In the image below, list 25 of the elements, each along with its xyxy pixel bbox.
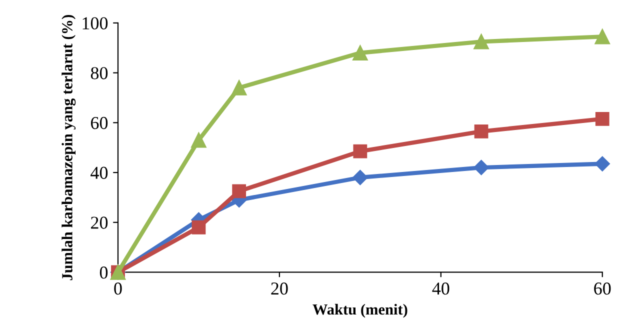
y-tick-label: 20 [91,216,108,229]
x-tick-label: 60 [594,282,611,295]
point [192,220,206,234]
point [474,124,488,138]
y-tick-label: 40 [90,166,108,179]
point [594,156,610,172]
point [594,29,610,44]
y-tick-label: 60 [90,116,108,130]
x-tick-label: 0 [114,282,122,295]
point [191,132,206,148]
x-tick-label: 20 [271,282,288,295]
point [352,45,368,61]
x-axis-title: Waktu (menit) [312,304,408,318]
point [352,170,368,186]
point [232,184,246,198]
point [595,112,610,126]
point [474,34,489,50]
y-tick-label: 100 [82,17,108,30]
x-tick-label: 40 [432,282,450,295]
point [474,160,489,176]
y-tick-label: 0 [100,266,108,279]
y-axis-title: Jumlah karbamazepin yang terlarut (%) [62,15,76,280]
y-tick-label: 80 [90,67,108,80]
point [231,80,247,96]
point [353,144,368,158]
